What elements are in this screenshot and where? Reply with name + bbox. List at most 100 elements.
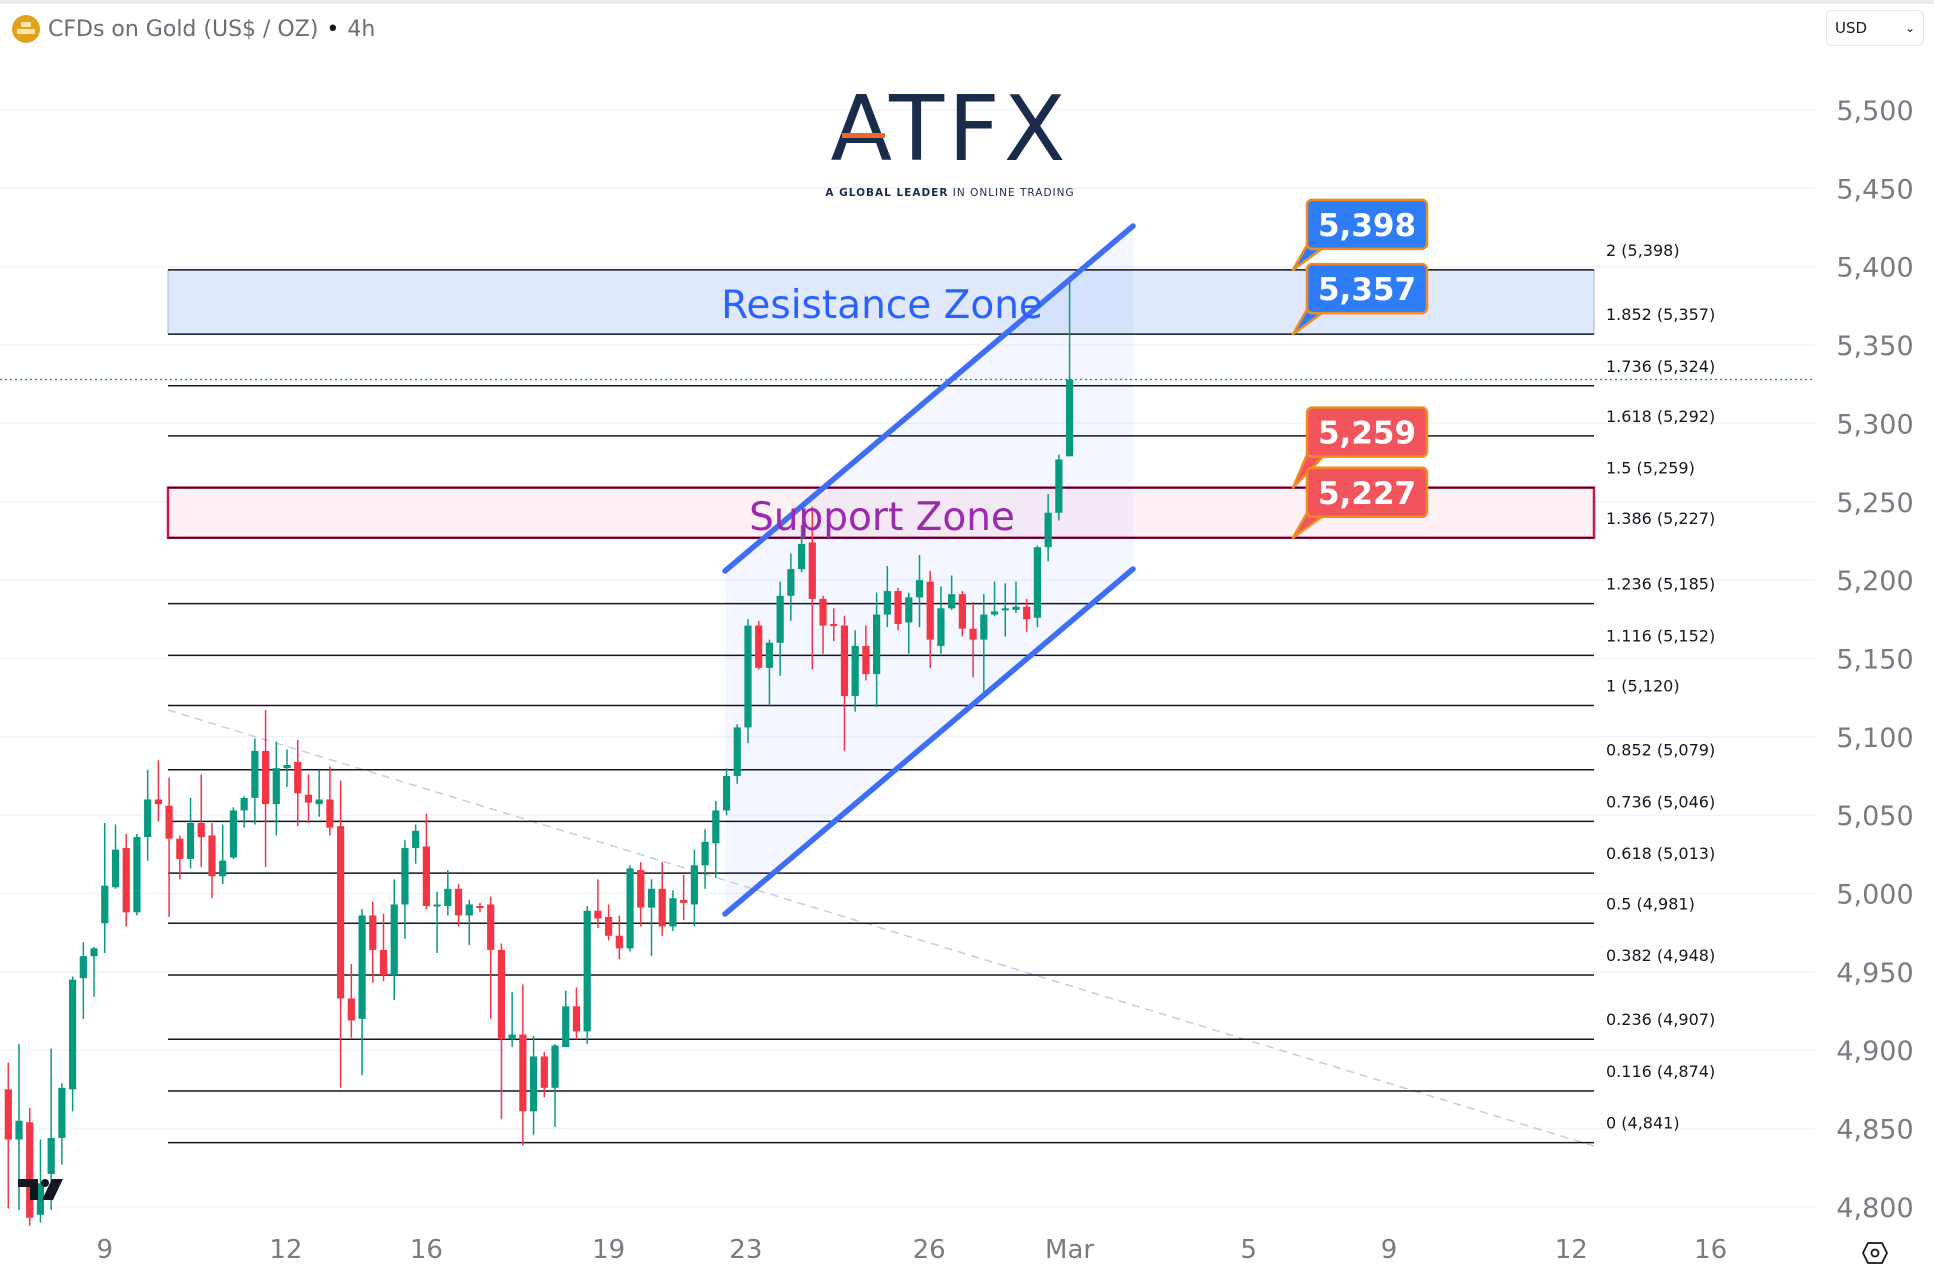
logo-accent-bar xyxy=(842,133,885,138)
candle-body xyxy=(26,1122,34,1218)
candle-up xyxy=(733,724,741,784)
fib-level-label: 2 (5,398) xyxy=(1606,241,1680,260)
candle-up xyxy=(412,824,420,864)
time-axis-label: 9 xyxy=(1381,1235,1398,1265)
candle-down xyxy=(261,710,270,867)
interval-label[interactable]: 4h xyxy=(347,16,376,42)
price-axis-label: 4,950 xyxy=(1836,958,1913,989)
candle-body xyxy=(487,904,495,950)
candle-down xyxy=(755,620,763,670)
candle-down xyxy=(4,1062,12,1209)
candle-body xyxy=(605,917,613,936)
candle-body xyxy=(948,594,956,609)
candle-up xyxy=(36,1139,45,1223)
settings-hexagon-icon[interactable] xyxy=(1862,1240,1888,1266)
candle-down xyxy=(958,591,966,637)
candle-up xyxy=(626,865,634,952)
logo-tagline-rest: IN ONLINE TRADING xyxy=(953,187,1075,199)
candle-up xyxy=(797,525,806,573)
candle-up xyxy=(144,769,152,861)
candle-up xyxy=(111,824,120,889)
candle-body xyxy=(958,594,966,629)
currency-value: USD xyxy=(1835,19,1868,37)
candle-down xyxy=(605,904,613,941)
price-axis-label: 4,850 xyxy=(1836,1115,1913,1146)
candle-body xyxy=(315,799,323,805)
candle-up xyxy=(1065,277,1074,457)
candle-down xyxy=(369,901,377,983)
candle-body xyxy=(465,904,473,916)
candle-body xyxy=(862,645,870,675)
candle-body xyxy=(851,645,859,697)
candle-down xyxy=(26,1108,34,1226)
candle-body xyxy=(701,841,709,866)
candle-body xyxy=(401,848,409,905)
candle-body xyxy=(337,826,345,999)
candle-body xyxy=(1033,547,1042,618)
candle-body xyxy=(787,569,795,596)
candle-up xyxy=(1001,583,1009,637)
tradingview-logo-dot xyxy=(41,1179,49,1187)
time-axis-label: 9 xyxy=(97,1235,114,1265)
fib-level-label: 1.116 (5,152) xyxy=(1606,626,1715,645)
candle-body xyxy=(680,899,688,903)
candle-up xyxy=(551,1043,559,1127)
time-axis-label: 16 xyxy=(410,1235,443,1265)
fib-level-label: 0.236 (4,907) xyxy=(1606,1010,1715,1029)
candle-down xyxy=(658,862,666,936)
price-axis-label: 4,800 xyxy=(1836,1193,1913,1224)
price-axis-label: 5,300 xyxy=(1836,409,1913,440)
price-axis-label: 5,500 xyxy=(1836,96,1913,127)
candle-body xyxy=(208,835,216,877)
fib-level-label: 0.618 (5,013) xyxy=(1606,844,1715,863)
symbol-header[interactable]: CFDs on Gold (US$ / OZ) • 4h xyxy=(12,12,375,46)
candle-down xyxy=(294,739,302,827)
time-axis-label: 12 xyxy=(269,1235,302,1265)
price-axis-label: 5,150 xyxy=(1836,644,1913,675)
tradingview-logo-shape xyxy=(18,1179,38,1200)
candle-body xyxy=(722,775,731,811)
logo-tagline: A GLOBAL LEADER IN ONLINE TRADING xyxy=(825,187,1074,199)
candle-up xyxy=(133,833,141,916)
candle-down xyxy=(379,913,388,982)
candle-down xyxy=(347,964,355,1038)
price-axis-label: 5,350 xyxy=(1836,331,1913,362)
candle-up xyxy=(1012,581,1020,614)
candle-down xyxy=(808,506,816,670)
candle-body xyxy=(369,915,377,950)
candle-body xyxy=(840,625,849,697)
candle-body xyxy=(154,799,162,805)
candle-down xyxy=(519,984,527,1146)
candle-body xyxy=(755,625,763,668)
candle-down xyxy=(862,625,870,681)
price-axis-label: 5,400 xyxy=(1836,253,1913,284)
candle-body xyxy=(1001,608,1009,611)
candle-down xyxy=(819,595,827,654)
candle-down xyxy=(969,602,977,678)
currency-select[interactable]: USD ⌄ xyxy=(1826,10,1924,46)
candle-body xyxy=(562,1006,570,1048)
candle-body xyxy=(79,956,87,979)
candle-body xyxy=(969,628,977,640)
fib-level-label: 1.386 (5,227) xyxy=(1606,509,1715,528)
candle-body xyxy=(765,642,774,668)
candle-down xyxy=(122,833,130,927)
candle-up xyxy=(980,594,988,693)
candle-up xyxy=(401,840,409,939)
candle-body xyxy=(937,608,945,646)
candle-down xyxy=(165,777,173,918)
candle-down xyxy=(615,915,623,960)
candle-up xyxy=(433,891,441,954)
candle-up xyxy=(444,869,452,916)
candle-body xyxy=(915,580,924,598)
candle-body xyxy=(240,797,248,811)
candle-up xyxy=(69,976,77,1112)
fib-level-label: 0.5 (4,981) xyxy=(1606,894,1695,913)
candle-body xyxy=(15,1120,23,1140)
candle-body xyxy=(873,614,881,675)
candle-body xyxy=(444,888,452,907)
candle-body xyxy=(1012,606,1020,610)
candle-body xyxy=(347,998,355,1021)
price-axis-label: 5,100 xyxy=(1836,723,1913,754)
